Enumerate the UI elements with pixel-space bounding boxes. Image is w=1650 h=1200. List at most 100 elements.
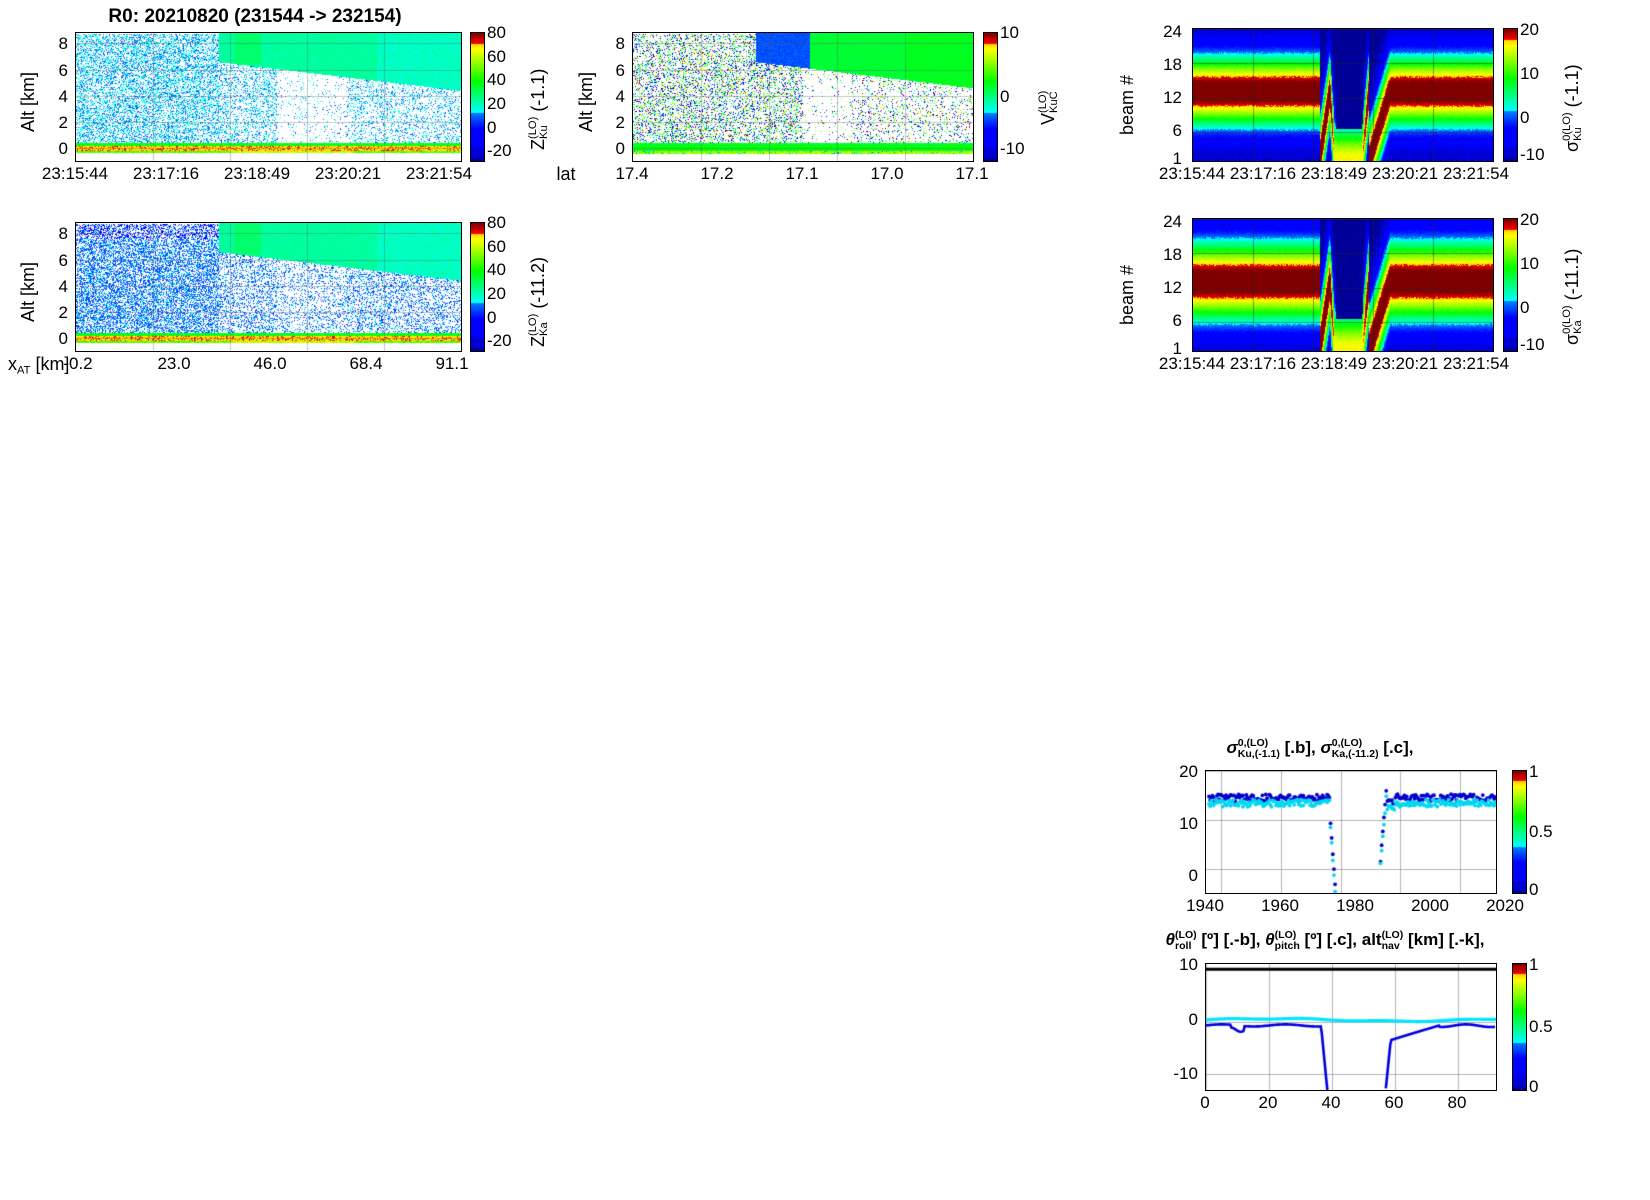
ytick-p1-4: 0: [58, 139, 68, 158]
xtick-p6-3: 2000: [1411, 896, 1449, 915]
xtick-p6-1: 1960: [1261, 896, 1299, 915]
colorbar-label-z-ku: Z (LO) Ku (-1.1): [527, 69, 551, 150]
xtick-p7-1: 20: [1258, 1093, 1278, 1112]
ytick-p2-2: 4: [615, 87, 625, 106]
ytick-p4-4: 0: [58, 329, 68, 348]
xtick-p4-4: 91.1: [435, 354, 469, 373]
xtick-p5-2: 23:18:49: [1300, 354, 1368, 373]
cbtick-p4-4: 0: [487, 308, 497, 327]
attitude-title: θ (LO) roll [º] [.-b], θ (LO) pitch [º] [.c]…: [1135, 930, 1515, 952]
t2-unit: [º] [.c],: [1299, 930, 1362, 950]
ytick-p3-1: 18: [1163, 55, 1182, 74]
ytick-p5-4: 1: [1172, 339, 1182, 358]
cbtick-p2-2: -10: [1000, 139, 1025, 158]
cbtick-p6-2: 0: [1529, 880, 1539, 899]
s2-marker: [.c],: [1378, 738, 1414, 758]
xtick-p1-2: 23:18:49: [223, 164, 291, 183]
ytick-p2-3: 2: [615, 113, 625, 132]
sigma0-scatter-title: σ 0,(LO) Ku,(-1.1) [.b], σ 0,(LO) Ka,(-11.2)…: [1150, 738, 1490, 760]
colorbar-p7: [1512, 963, 1527, 1091]
xtick-p4-3: 68.4: [349, 354, 383, 373]
cbtick-p3-1: 10: [1520, 64, 1539, 83]
xtick-p3-4: 23:21:54: [1442, 164, 1510, 183]
cbtick-p4-5: -20: [487, 331, 512, 350]
ytick-p5-1: 18: [1163, 245, 1182, 264]
cbtick-p6-1: 0.5: [1529, 822, 1553, 841]
ytick-p1-1: 6: [58, 61, 68, 80]
xtick-p6-0: 1940: [1186, 896, 1224, 915]
cbtick-p7-2: 0: [1529, 1077, 1539, 1096]
ytick-p3-0: 24: [1163, 22, 1182, 41]
cbtick-p4-2: 40: [487, 260, 506, 279]
axes-v-kuc-lat: [632, 32, 974, 162]
xtick-p4-1: 23.0: [157, 354, 191, 373]
cbtick-p1-4: 0: [487, 118, 497, 137]
xtick-p3-2: 23:18:49: [1300, 164, 1368, 183]
ytick-p6-0: 20: [1179, 762, 1198, 781]
ytick-p1-0: 8: [58, 34, 68, 53]
xtick-p4-2: 46.0: [253, 354, 287, 373]
colorbar-sigma0-ka: [1503, 218, 1518, 352]
axis-label-beam-p3: beam #: [1117, 74, 1137, 135]
axes-z-ka-xat: [75, 222, 462, 352]
cbtick-p1-1: 60: [487, 47, 506, 66]
xtick-p2-3: 17.0: [870, 164, 904, 183]
t1-supsub: (LO) roll: [1175, 929, 1197, 952]
xtick-p2-2: 17.1: [785, 164, 819, 183]
cbtick-p2-0: 10: [1000, 23, 1019, 42]
ytick-p4-2: 4: [58, 277, 68, 296]
xtick-p5-0: 23:15:44: [1158, 354, 1226, 373]
cb-label-suffix-p5: (-11.1): [1562, 248, 1583, 306]
colorbar-label-sigma0-ka: σ 0(LO) Ka (-11.1): [1561, 248, 1585, 345]
xtick-p1-3: 23:20:21: [314, 164, 382, 183]
s1-marker: [.b],: [1279, 738, 1321, 758]
ytick-p2-0: 8: [615, 34, 625, 53]
cbtick-p7-1: 0.5: [1529, 1017, 1553, 1036]
ytick-p4-3: 2: [58, 303, 68, 322]
cb-label-supsub-p5: 0(LO) Ka: [1561, 305, 1585, 334]
t1-unit: [º] [.-b],: [1196, 930, 1266, 950]
t3-main: alt: [1361, 930, 1382, 950]
xtick-p1-4: 23:21:54: [405, 164, 473, 183]
colorbar-v-kuc: [983, 32, 998, 162]
cbtick-p1-0: 80: [487, 23, 506, 42]
axes-z-ku-time: [75, 32, 462, 162]
ytick-p5-3: 6: [1172, 311, 1182, 330]
axis-label-lat-prefix: lat: [556, 164, 576, 184]
cb-label-suffix-p3: (-1.1): [1562, 64, 1583, 113]
cb-label-main-p4: Z: [528, 336, 549, 347]
cbtick-p4-0: 80: [487, 213, 506, 232]
xat-main: x: [8, 354, 17, 374]
ytick-p6-1: 10: [1179, 814, 1198, 833]
xtick-p6-4: 2020: [1486, 896, 1524, 915]
cb-label-supsub-p3: 0(LO) Ku: [1561, 112, 1585, 141]
colorbar-p6: [1512, 770, 1527, 894]
xtick-p2-1: 17.2: [700, 164, 734, 183]
ytick-p7-1: 0: [1188, 1010, 1198, 1029]
ytick-p1-3: 2: [58, 113, 68, 132]
xat-sub: AT: [17, 364, 31, 377]
cbtick-p5-1: 10: [1520, 254, 1539, 273]
cbtick-p4-1: 60: [487, 237, 506, 256]
axis-label-xat: xAT [km]: [8, 354, 69, 377]
t2-supsub: (LO) pitch: [1274, 929, 1300, 952]
t1-main: θ: [1165, 930, 1176, 950]
axes-sigma0-ku-beam: [1192, 28, 1494, 162]
cbtick-p1-3: 20: [487, 94, 506, 113]
colorbar-z-ka: [470, 222, 485, 352]
xtick-p7-4: 80: [1447, 1093, 1467, 1112]
cbtick-p3-0: 20: [1520, 20, 1539, 39]
xtick-p1-0: 23:15:44: [41, 164, 109, 183]
xtick-p6-2: 1980: [1336, 896, 1374, 915]
cbtick-p1-5: -20: [487, 141, 512, 160]
ytick-p3-4: 1: [1172, 149, 1182, 168]
cb-label-supsub-p4: (LO) Ka: [527, 313, 551, 336]
ytick-p7-0: 10: [1179, 955, 1198, 974]
ytick-p6-2: 0: [1188, 866, 1198, 885]
ytick-p3-2: 12: [1163, 88, 1182, 107]
xat-unit: [km]: [30, 354, 70, 374]
s2-main: σ: [1320, 738, 1332, 758]
ytick-p4-0: 8: [58, 224, 68, 243]
ytick-p2-1: 6: [615, 61, 625, 80]
cb-label-supsub-p2: (LO) KuC: [1037, 90, 1061, 113]
